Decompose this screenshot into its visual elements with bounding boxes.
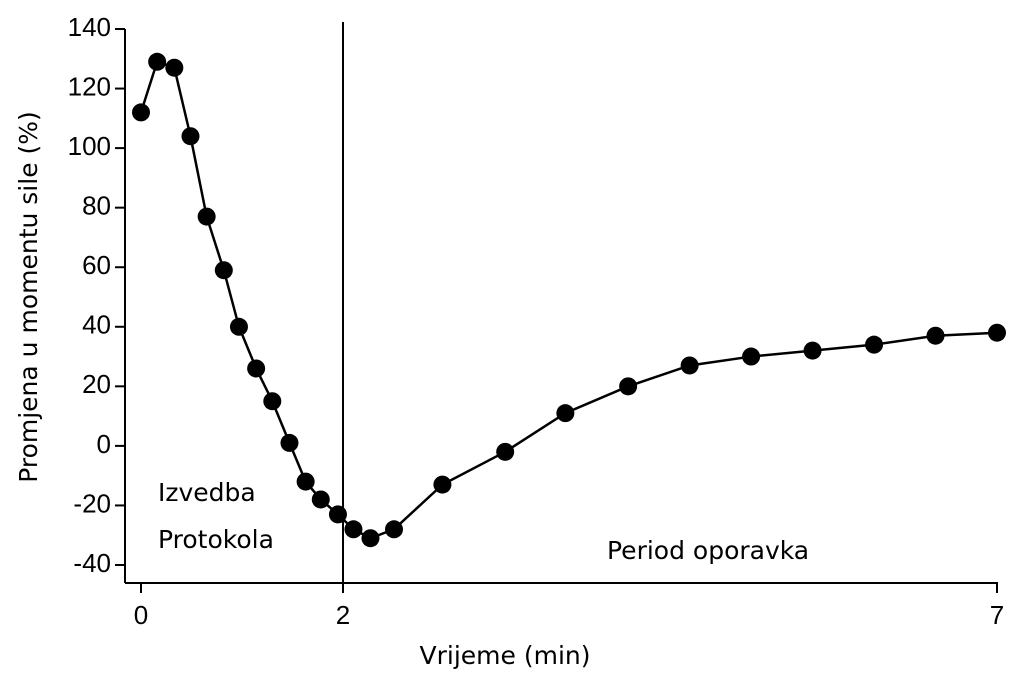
marker: [556, 404, 575, 423]
marker: [803, 341, 822, 360]
marker: [165, 58, 184, 77]
y-tick-label: 120: [68, 71, 111, 101]
x-tick-label: 0: [134, 600, 148, 630]
marker: [148, 52, 167, 71]
marker: [214, 261, 233, 280]
annotation: Izvedba: [158, 478, 256, 507]
x-tick-label: 7: [990, 600, 1004, 630]
marker: [361, 529, 380, 548]
marker: [433, 475, 452, 494]
marker: [619, 377, 638, 396]
marker: [344, 520, 363, 539]
y-tick-label: -20: [73, 488, 111, 518]
marker: [296, 472, 315, 491]
y-tick-label: 100: [68, 131, 111, 161]
marker: [132, 103, 150, 122]
marker: [328, 505, 347, 524]
marker: [311, 490, 330, 509]
y-tick-label: -40: [73, 548, 111, 578]
x-axis-label: Vrijeme (min): [420, 641, 591, 670]
line: [139, 60, 998, 540]
marker: [247, 359, 266, 378]
y-tick-label: 0: [97, 429, 111, 459]
marker: [229, 317, 248, 336]
y-tick-label: 80: [82, 191, 111, 221]
marker: [680, 356, 699, 375]
y-tick-label: 20: [82, 369, 111, 399]
y-tick-label: 60: [82, 250, 111, 280]
annotation: Period oporavka: [607, 536, 809, 565]
y-tick-label: 140: [68, 12, 111, 42]
marker: [385, 520, 404, 539]
annotation: Protokola: [158, 525, 274, 554]
marker: [865, 335, 884, 354]
marker: [742, 347, 761, 366]
y-axis-label: Promjena u momentu sile (%): [14, 111, 43, 483]
marker: [988, 323, 1006, 342]
marker: [496, 442, 515, 461]
marker: [181, 127, 200, 146]
y-tick-label: 40: [82, 310, 111, 340]
marker: [280, 433, 299, 452]
x-tick-label: 2: [336, 600, 350, 630]
marker: [197, 207, 216, 226]
marker: [926, 326, 945, 345]
marker: [263, 392, 282, 411]
